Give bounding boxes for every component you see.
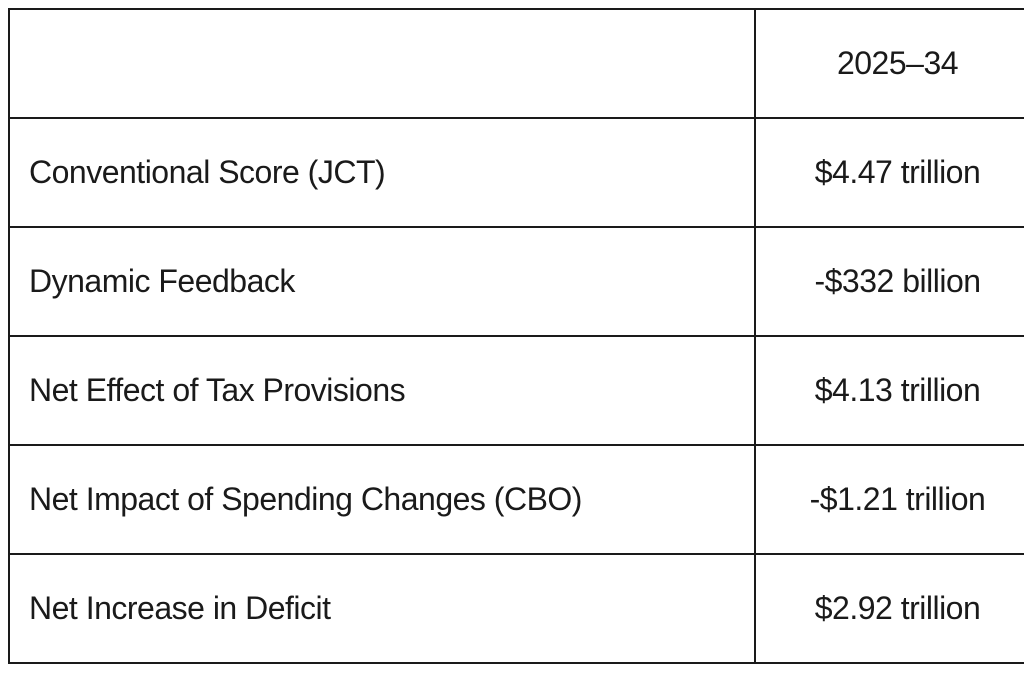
row-value-conventional-score: $4.47 trillion [754,117,1024,228]
table-row: Conventional Score (JCT) $4.47 trillion [8,117,1024,228]
table-row: Dynamic Feedback -$332 billion [8,226,1024,337]
row-label-dynamic-feedback: Dynamic Feedback [8,226,756,337]
table-row: Net Effect of Tax Provisions $4.13 trill… [8,335,1024,446]
deficit-table: 2025–34 Conventional Score (JCT) $4.47 t… [8,8,1024,664]
table-row: Net Increase in Deficit $2.92 trillion [8,553,1024,664]
row-label-net-impact-spending: Net Impact of Spending Changes (CBO) [8,444,756,555]
row-value-net-increase-deficit: $2.92 trillion [754,553,1024,664]
row-label-net-increase-deficit: Net Increase in Deficit [8,553,756,664]
header-row: 2025–34 [8,8,1024,119]
row-value-dynamic-feedback: -$332 billion [754,226,1024,337]
header-period-cell: 2025–34 [754,8,1024,119]
row-label-net-effect-tax: Net Effect of Tax Provisions [8,335,756,446]
row-value-net-effect-tax: $4.13 trillion [754,335,1024,446]
row-value-net-impact-spending: -$1.21 trillion [754,444,1024,555]
row-label-conventional-score: Conventional Score (JCT) [8,117,756,228]
header-empty-cell [8,8,756,119]
table-row: Net Impact of Spending Changes (CBO) -$1… [8,444,1024,555]
